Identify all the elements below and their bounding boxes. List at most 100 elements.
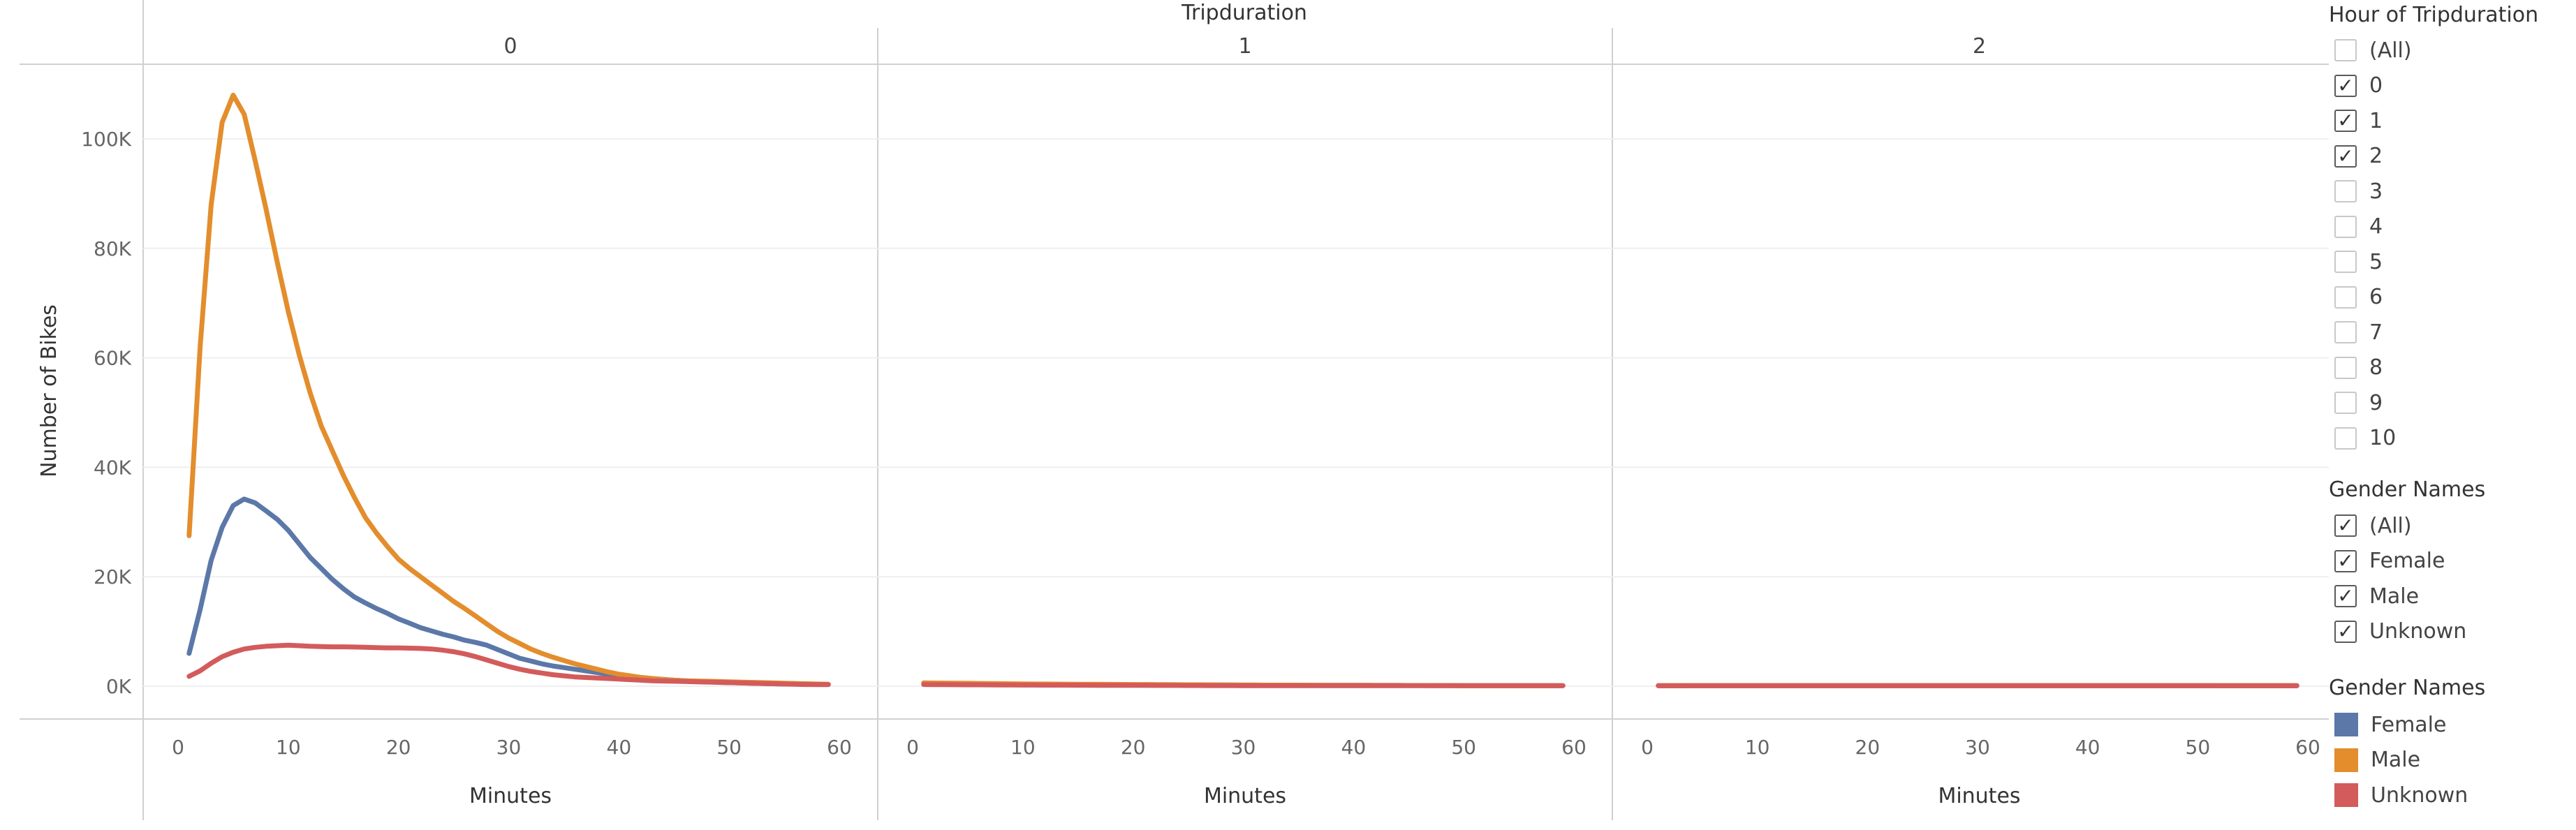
hour-filter-label: 5	[2369, 249, 2383, 274]
checkbox-unchecked-icon[interactable]	[2334, 251, 2357, 273]
checkbox-unchecked-icon[interactable]	[2334, 427, 2357, 450]
checkbox-unchecked-icon[interactable]	[2334, 392, 2357, 414]
check-icon: ✓	[2337, 109, 2354, 132]
panel-header: 1	[1238, 34, 1251, 59]
gender-filter-item[interactable]: ✓ Female	[2334, 546, 2445, 577]
x-tick-label: 30	[1965, 736, 1990, 759]
color-legend-item[interactable]: Female	[2334, 709, 2446, 740]
x-tick-label: 0	[1641, 736, 1654, 759]
color-legend-title: Gender Names	[2329, 676, 2486, 700]
hour-filter-item[interactable]: 8	[2334, 353, 2383, 383]
checkbox-checked-icon[interactable]: ✓	[2334, 585, 2357, 607]
y-tick-label: 60K	[94, 347, 132, 370]
x-tick-label: 60	[827, 736, 852, 759]
x-tick-label: 40	[1341, 736, 1367, 759]
hour-filter-item[interactable]: 10	[2334, 423, 2396, 454]
color-legend-label: Male	[2371, 748, 2421, 772]
gender-filter-item[interactable]: ✓ Unknown	[2334, 616, 2466, 647]
checkbox-unchecked-icon[interactable]	[2334, 39, 2357, 61]
x-tick-label: 0	[172, 736, 184, 759]
hour-filter-item[interactable]: 3	[2334, 176, 2383, 207]
x-tick-label: 30	[496, 736, 522, 759]
checkbox-checked-icon[interactable]: ✓	[2334, 110, 2357, 132]
hour-filter-item[interactable]: 7	[2334, 317, 2383, 348]
hour-filter-label: 1	[2369, 108, 2383, 133]
series-line-male	[186, 92, 831, 687]
x-tick-label: 0	[906, 736, 919, 759]
x-tick-label: 60	[2295, 736, 2320, 759]
color-swatch	[2334, 713, 2358, 736]
hour-filter-item[interactable]: 5	[2334, 246, 2383, 277]
color-legend-item[interactable]: Male	[2334, 745, 2420, 776]
panel-header: 2	[1973, 34, 1986, 59]
hour-filter-label: 7	[2369, 320, 2383, 345]
checkbox-unchecked-icon[interactable]	[2334, 321, 2357, 343]
x-tick-label: 10	[276, 736, 301, 759]
panel-header: 0	[503, 34, 517, 59]
x-tick-label: 10	[1010, 736, 1036, 759]
hour-filter-label: 4	[2369, 214, 2383, 239]
checkbox-unchecked-icon[interactable]	[2334, 215, 2357, 238]
x-tick-label: 10	[1745, 736, 1770, 759]
color-legend-item[interactable]: Unknown	[2334, 780, 2468, 810]
x-tick-label: 20	[1121, 736, 1146, 759]
x-tick-label: 40	[2075, 736, 2100, 759]
gender-filter-item[interactable]: ✓ Male	[2334, 581, 2419, 612]
color-swatch	[2334, 783, 2358, 807]
legend-panel: Hour of Tripduration (All) ✓ 0 ✓ 1 ✓ 2 3 4 5 6 7 8 9 1…	[2329, 0, 2576, 830]
series-line-unknown	[921, 682, 1566, 688]
hour-filter-label: 9	[2369, 390, 2383, 415]
y-tick-label: 40K	[94, 456, 132, 479]
hour-filter-label: 2	[2369, 144, 2383, 168]
y-tick-label: 100K	[81, 128, 131, 151]
checkbox-checked-icon[interactable]: ✓	[2334, 144, 2357, 168]
x-axis-title: Minutes	[1204, 784, 1286, 808]
hour-filter-label: 10	[2369, 426, 2397, 450]
hour-filter-item[interactable]: 9	[2334, 387, 2383, 418]
check-icon: ✓	[2337, 549, 2354, 572]
hour-filter-item[interactable]: ✓ 0	[2334, 71, 2383, 101]
y-tick-label: 20K	[94, 565, 132, 588]
gender-filter-label: (All)	[2369, 513, 2412, 538]
gender-filter-label: Male	[2369, 584, 2420, 609]
checkbox-unchecked-icon[interactable]	[2334, 286, 2357, 309]
series-line-unknown	[186, 642, 831, 688]
checkbox-checked-icon[interactable]: ✓	[2334, 549, 2357, 572]
check-icon: ✓	[2337, 73, 2354, 97]
y-tick-label: 0K	[106, 675, 132, 698]
y-tick-label: 80K	[94, 237, 132, 260]
hour-filter-label: 8	[2369, 355, 2383, 380]
check-icon: ✓	[2337, 144, 2354, 168]
series-line-female	[186, 496, 831, 688]
hour-filter-label: 6	[2369, 285, 2383, 309]
y-axis-title: Number of Bikes	[37, 304, 61, 477]
checkbox-unchecked-icon[interactable]	[2334, 356, 2357, 379]
x-axis-title: Minutes	[469, 784, 552, 808]
hour-filter-item[interactable]: ✓ 1	[2334, 105, 2383, 136]
hour-filter-title: Hour of Tripduration	[2329, 3, 2539, 27]
color-legend-label: Unknown	[2371, 783, 2468, 808]
gender-filter-title: Gender Names	[2329, 477, 2486, 502]
x-axis-title: Minutes	[1938, 784, 2020, 808]
hour-filter-item[interactable]: 6	[2334, 282, 2383, 313]
hour-filter-label: 3	[2369, 179, 2383, 204]
checkbox-unchecked-icon[interactable]	[2334, 180, 2357, 202]
checkbox-checked-icon[interactable]: ✓	[2334, 73, 2357, 97]
hour-filter-item[interactable]: 4	[2334, 212, 2383, 242]
hour-filter-item[interactable]: (All)	[2334, 35, 2412, 66]
gender-filter-label: Unknown	[2369, 619, 2467, 644]
x-tick-label: 20	[386, 736, 411, 759]
hour-filter-label: (All)	[2369, 38, 2412, 63]
x-tick-label: 50	[1451, 736, 1476, 759]
x-tick-label: 40	[607, 736, 632, 759]
check-icon: ✓	[2337, 584, 2354, 607]
checkbox-checked-icon[interactable]: ✓	[2334, 620, 2357, 643]
hour-filter-item[interactable]: ✓ 2	[2334, 141, 2383, 172]
x-tick-label: 50	[2186, 736, 2211, 759]
checkbox-checked-icon[interactable]: ✓	[2334, 514, 2357, 537]
check-icon: ✓	[2337, 514, 2354, 537]
gender-filter-item[interactable]: ✓ (All)	[2334, 510, 2412, 541]
chart-layer: Tripduration 0K 20K 40K 60K 80K 100K Number of …	[20, 0, 2329, 820]
line-chart: Tripduration 0K 20K 40K 60K 80K 100K Number of …	[20, 0, 2329, 820]
hour-filter-label: 0	[2369, 73, 2383, 98]
